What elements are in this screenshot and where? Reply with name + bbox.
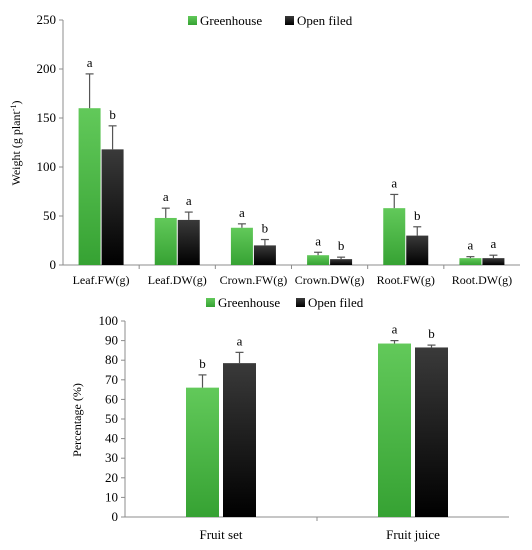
y-tick-label: 50 — [43, 208, 56, 223]
legend-swatch-open-filed — [296, 298, 305, 307]
y-tick-label: 60 — [105, 391, 118, 406]
legend-label-open-filed: Open filed — [308, 295, 364, 310]
x-tick-label: Root.FW(g) — [377, 273, 435, 287]
y-axis-label-main: Weight (g plant — [9, 111, 23, 186]
significance-letter: a — [239, 205, 245, 220]
bar-greenhouse — [459, 258, 482, 265]
y-tick-label: 70 — [105, 372, 118, 387]
bar-open-filed — [406, 235, 429, 265]
legend: Greenhouse Open filed — [206, 295, 364, 310]
y-tick-label: 0 — [112, 509, 119, 524]
y-tick-label: 100 — [37, 159, 57, 174]
chart-percentage: Greenhouse Open filed Percentage (%) 0 10… — [70, 295, 509, 542]
significance-letter: a — [391, 175, 397, 190]
plot-area: 0 50 100 150 200 250 Leaf.FW(g) a b Leaf.DW(g) a a C… — [37, 12, 520, 287]
x-tick-label: Fruit juice — [386, 527, 440, 542]
bar-greenhouse — [378, 343, 411, 517]
bar-greenhouse — [186, 387, 219, 517]
y-tick-label: 50 — [105, 411, 118, 426]
significance-letter: b — [262, 221, 269, 236]
y-tick-label: 150 — [37, 110, 57, 125]
x-tick-label: Fruit set — [200, 527, 243, 542]
bar-greenhouse — [307, 255, 330, 265]
legend-label-greenhouse: Greenhouse — [218, 295, 280, 310]
y-tick-label: 200 — [37, 61, 57, 76]
legend-swatch-greenhouse — [206, 298, 215, 307]
legend-label-greenhouse: Greenhouse — [200, 13, 262, 28]
significance-letter: b — [338, 238, 345, 253]
significance-letter: a — [392, 322, 398, 337]
y-tick-label: 30 — [105, 450, 118, 465]
y-tick-label: 250 — [37, 12, 57, 27]
x-tick-label: Root.DW(g) — [452, 273, 512, 287]
bar-greenhouse — [78, 108, 101, 265]
significance-letter: a — [237, 333, 243, 348]
y-tick-label: 80 — [105, 352, 118, 367]
x-tick-label: Leaf.DW(g) — [148, 273, 207, 287]
y-axis-label-sup: -1 — [9, 104, 18, 111]
x-tick-label: Leaf.FW(g) — [73, 273, 130, 287]
significance-letter: a — [186, 193, 192, 208]
significance-letter: b — [199, 356, 206, 371]
bar-open-filed — [415, 347, 448, 517]
significance-letter: a — [468, 238, 474, 253]
plot-area: 0 10 20 30 40 50 60 70 80 90 100 Fruit set b a Fruit j… — [99, 313, 509, 542]
y-tick-label: 10 — [105, 489, 118, 504]
legend-swatch-open-filed — [285, 16, 294, 25]
y-axis-label-tail: ) — [9, 100, 23, 104]
legend-swatch-greenhouse — [188, 16, 197, 25]
bar-greenhouse — [154, 217, 177, 265]
significance-letter: b — [414, 208, 421, 223]
significance-letter: a — [163, 189, 169, 204]
y-tick-label: 40 — [105, 431, 118, 446]
y-tick-label: 100 — [99, 313, 119, 328]
bar-open-filed — [330, 259, 353, 265]
x-tick-label: Crown.DW(g) — [295, 273, 365, 287]
bar-open-filed — [177, 219, 200, 265]
bar-greenhouse — [230, 227, 253, 265]
y-axis-label: Weight (g plant-1) — [9, 100, 23, 185]
bar-open-filed — [101, 149, 124, 265]
bar-greenhouse — [383, 208, 406, 265]
y-axis-label: Percentage (%) — [70, 383, 84, 457]
y-tick-label: 0 — [50, 257, 57, 272]
legend-label-open-filed: Open filed — [297, 13, 353, 28]
x-tick-label: Crown.FW(g) — [220, 273, 288, 287]
significance-letter: a — [491, 236, 497, 251]
significance-letter: a — [315, 233, 321, 248]
chart-weight: Greenhouse Open filed Weight (g plant-1)… — [9, 12, 520, 287]
significance-letter: b — [428, 326, 435, 341]
significance-letter: a — [87, 55, 93, 70]
legend: Greenhouse Open filed — [188, 13, 353, 28]
y-tick-label: 90 — [105, 333, 118, 348]
y-tick-label: 20 — [105, 470, 118, 485]
bar-open-filed — [223, 363, 256, 517]
bar-open-filed — [253, 245, 276, 265]
significance-letter: b — [109, 107, 116, 122]
bar-open-filed — [482, 258, 505, 265]
